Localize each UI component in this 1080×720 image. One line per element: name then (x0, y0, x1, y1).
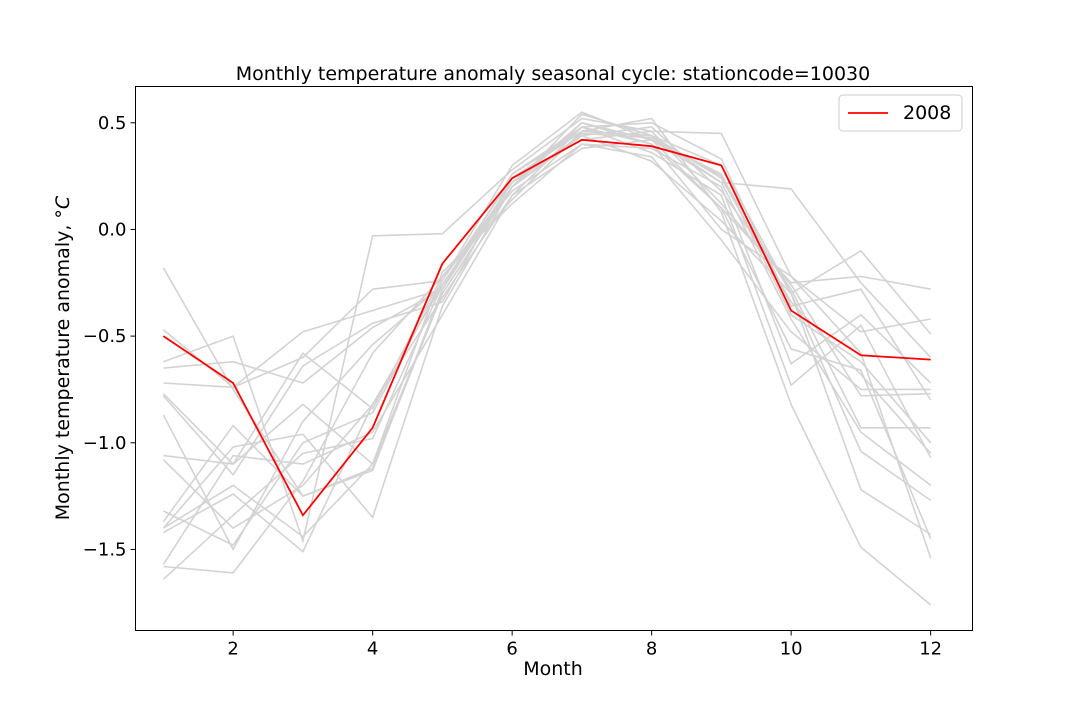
x-tick-label: 12 (919, 639, 942, 660)
background-series-line-13 (162, 113, 932, 529)
y-tick-label: 0.5 (98, 113, 127, 134)
y-tick-label: −0.5 (83, 326, 127, 347)
legend-label-2008: 2008 (903, 102, 951, 124)
background-series-line-8 (162, 126, 931, 552)
y-tick-label: −1.5 (83, 539, 127, 560)
background-series-line-3 (163, 117, 931, 544)
x-tick-label: 6 (506, 639, 517, 660)
y-axis: 0.5 0.0 −0.5 −1.0 −1.5 (83, 113, 136, 560)
y-axis-label-text: Monthly temperature anomaly, ° (52, 209, 74, 520)
legend-box (838, 94, 963, 132)
x-tick-label: 8 (646, 639, 657, 660)
x-tick-label: 10 (780, 639, 803, 660)
x-tick-label: 4 (367, 639, 378, 660)
x-axis: 2 4 6 8 10 12 (227, 630, 942, 660)
y-tick-label: 0.0 (98, 219, 127, 240)
y-axis-label-unit: C (52, 195, 74, 209)
background-series-line-4 (163, 111, 932, 389)
highlight-series-line-2008 (162, 138, 931, 517)
background-series-line-14 (162, 143, 931, 538)
x-tick-label: 2 (227, 639, 238, 660)
background-series-line-17 (163, 117, 932, 606)
x-axis-label: Month (523, 658, 583, 680)
y-tick-label: −1.0 (83, 433, 127, 454)
background-series-line-15 (163, 134, 932, 553)
series-layer (162, 111, 932, 606)
background-series-line-1 (162, 132, 932, 498)
plot-area-frame (135, 86, 973, 631)
background-series-line-6 (162, 143, 932, 466)
legend: 2008 (838, 94, 963, 132)
chart-title: Monthly temperature anomaly seasonal cyc… (236, 63, 870, 85)
y-axis-label: Monthly temperature anomaly, °C (52, 195, 74, 520)
background-series-line-12 (162, 130, 932, 523)
background-series-line-18 (162, 126, 932, 580)
